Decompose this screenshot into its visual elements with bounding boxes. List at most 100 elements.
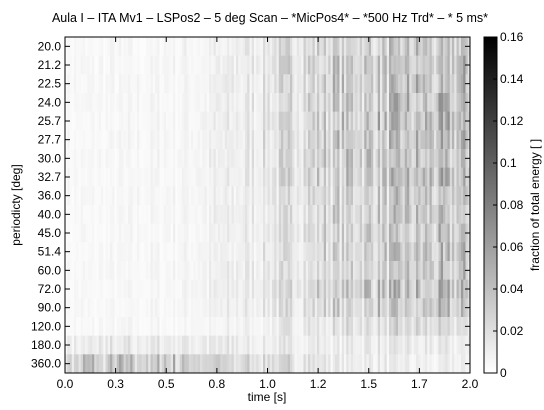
heatmap-cell [404,37,408,56]
heatmap-cell [434,279,437,299]
heatmap-cell [274,111,277,131]
heatmap-cell [110,93,113,112]
heatmap-cell [249,130,253,150]
heatmap-cell [357,354,361,374]
heatmap-cell [413,149,417,168]
heatmap-cell [344,55,347,75]
heatmap-cell [186,37,190,56]
heatmap-cell [200,74,203,94]
heatmap-cell [328,317,331,336]
heatmap-cell [373,167,376,187]
heatmap-cell [269,317,273,336]
heatmap-cell [461,55,464,75]
heatmap-cell [355,130,358,150]
heatmap-cell [422,111,426,131]
heatmap-cell [285,242,289,262]
heatmap-cell [105,261,109,280]
heatmap-cell [368,111,372,131]
heatmap-cell [301,55,304,75]
heatmap-cell [429,335,433,355]
heatmap-cell [186,149,190,168]
heatmap-cell [89,205,93,224]
heatmap-cell [269,186,273,206]
heatmap-cell [393,261,397,280]
heatmap-cell [416,317,419,336]
heatmap-cell [337,223,340,243]
heatmap-cell [251,242,255,262]
heatmap-cell [184,298,187,318]
heatmap-cell [231,37,235,56]
heatmap-cell [440,149,444,168]
heatmap-cell [231,205,235,224]
heatmap-cell [116,130,120,150]
heatmap-cell [452,37,455,56]
heatmap-cell [137,354,140,374]
heatmap-cell [440,167,444,187]
heatmap-cell [348,223,352,243]
heatmap-cell [337,55,340,75]
heatmap-cell [395,167,399,187]
heatmap-cell [211,242,214,262]
heatmap-cell [152,354,156,374]
heatmap-cell [123,279,127,299]
heatmap-cell [206,186,210,206]
heatmap-cell [434,93,437,112]
heatmap-cell [130,317,133,336]
heatmap-cell [112,205,115,224]
heatmap-cell [317,317,320,336]
heatmap-cell [125,149,129,168]
heatmap-cell [344,130,347,150]
heatmap-cell [155,335,158,355]
chart-title: Aula I – ITA Mv1 – LSPos2 – 5 deg Scan –… [52,11,488,25]
heatmap-cell [452,261,455,280]
heatmap-cell [74,37,77,56]
heatmap-cell [413,279,417,299]
heatmap-cell [121,242,124,262]
heatmap-cell [92,205,95,224]
heatmap-cell [443,55,446,75]
y-tick-label: 30.0 [38,151,62,165]
heatmap-cell [143,261,147,280]
heatmap-cell [429,167,433,187]
heatmap-cell [114,149,118,168]
heatmap-cell [76,335,79,355]
heatmap-cell [107,93,111,112]
heatmap-cell [317,93,320,112]
heatmap-cell [364,205,367,224]
heatmap-cell [323,298,327,318]
heatmap-cell [382,335,385,355]
heatmap-cell [148,55,151,75]
heatmap-cell [398,298,401,318]
heatmap-cell [202,279,205,299]
heatmap-cell [409,37,412,56]
heatmap-cell [188,242,192,262]
heatmap-cell [191,242,194,262]
heatmap-cell [364,261,367,280]
heatmap-cell [141,205,145,224]
heatmap-cell [173,74,176,94]
heatmap-cell [85,55,88,75]
heatmap-cell [195,55,199,75]
heatmap-cell [285,167,289,187]
heatmap-cell [319,130,322,150]
heatmap-cell [452,205,455,224]
heatmap-cell [328,55,331,75]
heatmap-cell [215,205,219,224]
heatmap-cell [281,111,284,131]
heatmap-cell [157,37,160,56]
heatmap-cell [287,242,291,262]
heatmap-cell [251,298,255,318]
heatmap-cell [344,111,347,131]
heatmap-cell [209,317,212,336]
heatmap-cell [263,149,266,168]
heatmap-cell [94,317,97,336]
heatmap-cell [287,149,291,168]
heatmap-cell [220,223,223,243]
heatmap-cell [339,74,343,94]
heatmap-cell [112,93,115,112]
heatmap-cell [170,149,174,168]
colorbar-tick-label: 0.1 [500,156,517,170]
heatmap-cell [308,37,311,56]
heatmap-cell [202,205,205,224]
heatmap-cell [249,223,253,243]
